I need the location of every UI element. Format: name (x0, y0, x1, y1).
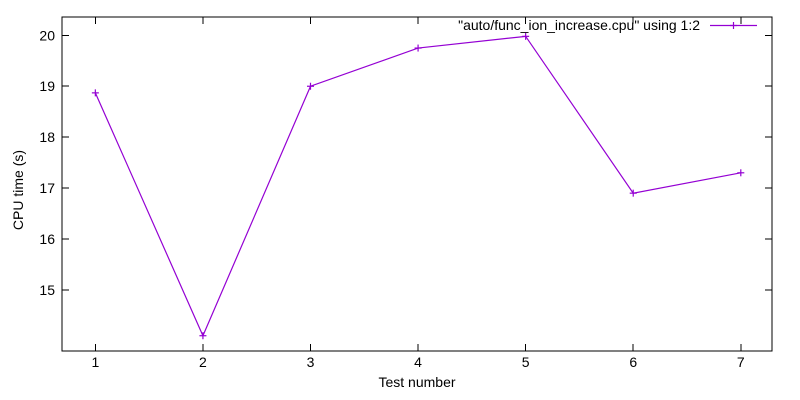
x-tick-label: 1 (91, 354, 99, 370)
x-tick-label: 6 (629, 354, 637, 370)
y-tick-label: 18 (39, 129, 55, 145)
x-tick-label: 7 (737, 354, 745, 370)
x-tick-label: 2 (199, 354, 207, 370)
y-tick-label: 20 (39, 27, 55, 43)
y-tick-label: 17 (39, 180, 55, 196)
legend-label: "auto/func_ion_increase.cpu" using 1:2 (458, 17, 700, 33)
x-tick-label: 5 (522, 354, 530, 370)
y-tick-label: 19 (39, 78, 55, 94)
y-tick-label: 16 (39, 231, 55, 247)
series-line (94, 35, 741, 338)
y-tick-label: 15 (39, 282, 55, 298)
x-axis-title: Test number (378, 374, 456, 390)
plot-border (61, 16, 773, 352)
x-tick-label: 3 (307, 354, 315, 370)
y-axis-title: CPU time (s) (10, 149, 26, 231)
x-tick-label: 4 (414, 354, 422, 370)
